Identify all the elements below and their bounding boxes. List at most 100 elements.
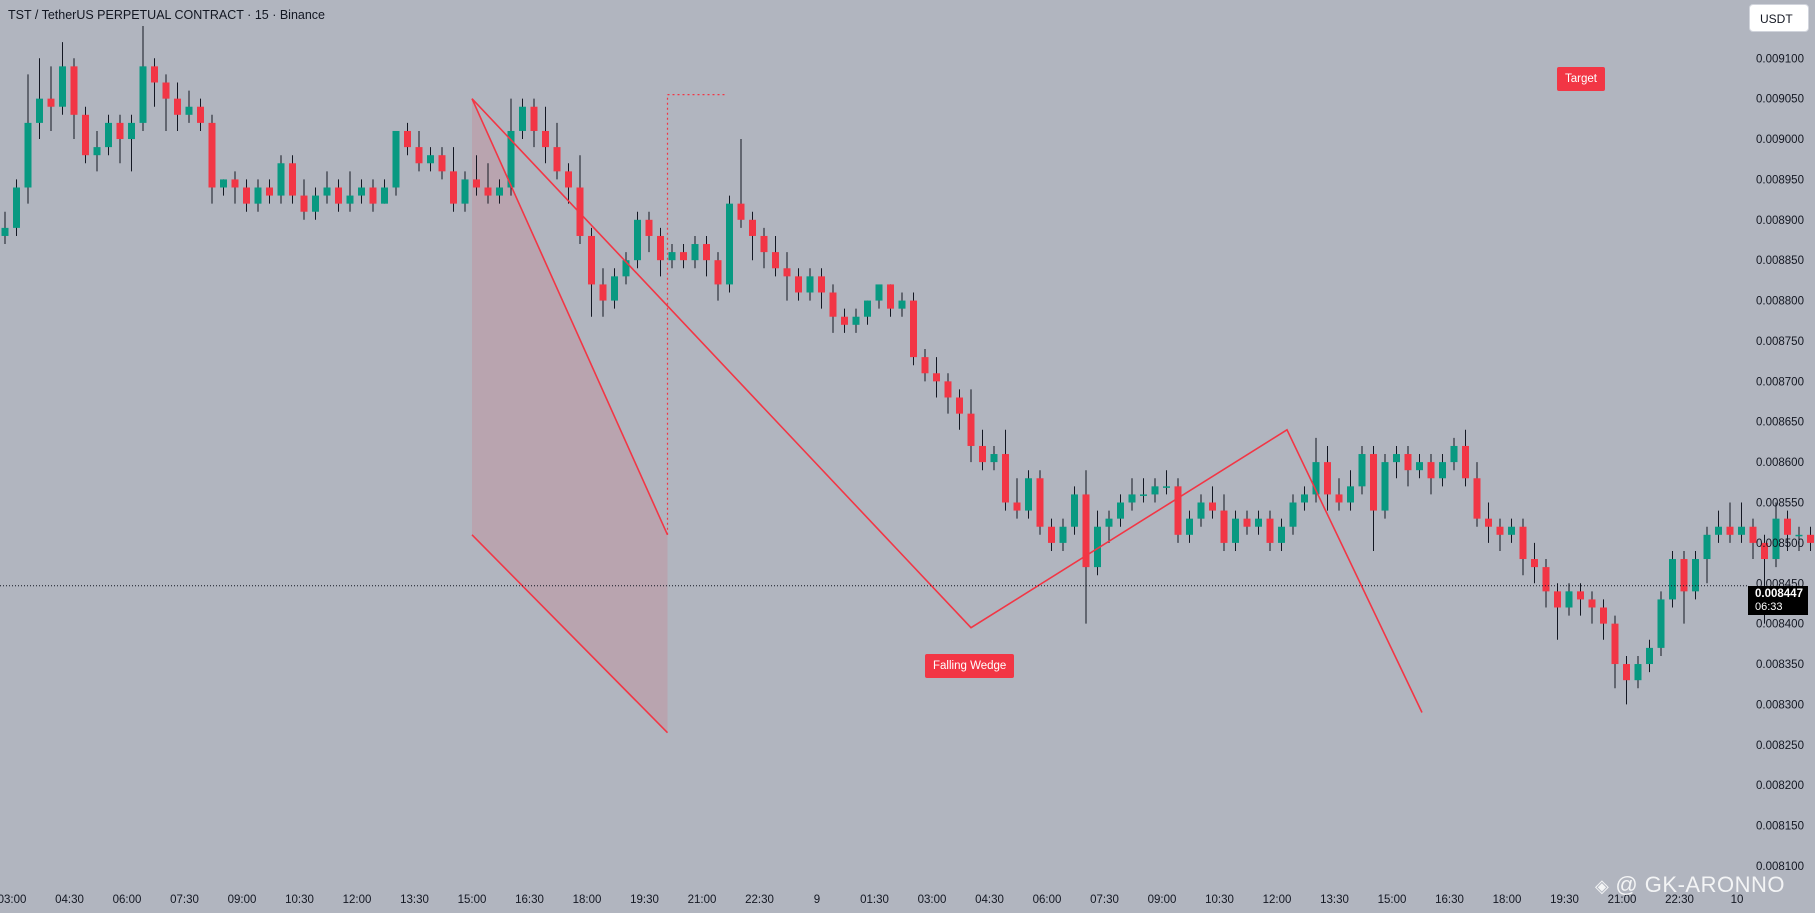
- candle-up: [1715, 510, 1722, 543]
- candle-down: [599, 268, 607, 317]
- watermark-text: @ GK-ARONNO: [1615, 872, 1785, 897]
- candle-body: [1703, 534, 1711, 560]
- candle-body: [1692, 559, 1699, 592]
- price-tick-label: 0.009050: [1756, 94, 1804, 106]
- candle-down: [1600, 599, 1607, 640]
- time-tick-label: 18:00: [1493, 894, 1522, 906]
- candle-down: [116, 114, 124, 164]
- price-tick-label: 0.008850: [1756, 255, 1804, 267]
- candle-body: [1082, 494, 1090, 568]
- candle-down: [1784, 510, 1791, 551]
- candle-up: [519, 98, 526, 140]
- candle-body: [979, 445, 986, 463]
- time-tick-label: 18:00: [573, 894, 602, 906]
- candle-down: [1726, 502, 1734, 543]
- time-tick-label: 04:30: [55, 894, 84, 906]
- candle-up: [507, 98, 515, 196]
- candle-body: [1174, 486, 1182, 535]
- candle-body: [1289, 502, 1297, 527]
- candle-body: [404, 130, 411, 148]
- candle-body: [1784, 518, 1791, 535]
- candle-body: [967, 413, 975, 446]
- candle-up: [1508, 518, 1515, 543]
- price-tick-label: 0.008500: [1756, 538, 1804, 550]
- currency-button[interactable]: USDT: [1749, 4, 1809, 32]
- price-tick-label: 0.008350: [1756, 659, 1804, 671]
- candle-body: [208, 122, 216, 188]
- candle-down: [967, 389, 975, 463]
- falling-wedge-label[interactable]: Falling Wedge: [925, 654, 1015, 678]
- candle-down: [1531, 542, 1538, 584]
- time-tick-label: 19:30: [630, 894, 659, 906]
- candle-down: [933, 357, 940, 398]
- candle-body: [990, 454, 998, 463]
- candle-body: [1634, 664, 1642, 681]
- wedge-lower-trendline: [471, 534, 669, 734]
- candle-up: [1703, 526, 1711, 584]
- candle-body: [174, 98, 181, 115]
- candle-up: [634, 211, 641, 269]
- price-tick-label: 0.008100: [1756, 861, 1804, 873]
- candle-body: [116, 122, 124, 140]
- candle-down: [151, 58, 158, 107]
- candle-body: [266, 187, 273, 196]
- last-price-value: 0.008447: [1755, 588, 1803, 600]
- candle-body: [1623, 664, 1630, 681]
- candle-down: [841, 308, 848, 333]
- target-label[interactable]: Target: [1557, 67, 1605, 91]
- candle-body: [1105, 518, 1113, 527]
- candle-body: [1048, 526, 1055, 543]
- candle-body: [1657, 599, 1665, 648]
- candle-body: [300, 195, 308, 212]
- candle-body: [1393, 454, 1400, 463]
- candle-down: [1266, 510, 1274, 551]
- wedge-zigzag: [471, 98, 1423, 713]
- candle-body: [289, 163, 296, 196]
- candle-up: [1393, 445, 1400, 479]
- candle-body: [1715, 526, 1722, 535]
- candle-down: [82, 106, 89, 164]
- candle-up: [1151, 478, 1159, 503]
- candle-body: [1795, 534, 1803, 537]
- candle-body: [1508, 526, 1515, 535]
- candle-up: [622, 252, 630, 285]
- candle-body: [599, 284, 607, 301]
- candle-up: [1795, 526, 1803, 551]
- candle-body: [1278, 526, 1285, 543]
- candle-body: [1577, 591, 1584, 600]
- candle-body: [576, 187, 584, 236]
- candle-down: [657, 227, 664, 277]
- candle-up: [381, 179, 388, 204]
- candle-down: [1243, 510, 1251, 535]
- candle-body: [622, 260, 630, 277]
- candle-body: [611, 276, 618, 301]
- candle-down: [588, 227, 595, 317]
- wedge-area: [472, 98, 668, 733]
- candle-up: [105, 114, 112, 156]
- candle-body: [450, 171, 457, 204]
- candle-down: [1404, 445, 1412, 487]
- candle-up: [24, 74, 32, 204]
- candle-up: [726, 195, 733, 293]
- candle-down: [1542, 559, 1550, 608]
- price-tick-label: 0.008150: [1756, 821, 1804, 833]
- time-tick-label: 16:30: [515, 894, 544, 906]
- candle-up: [875, 284, 883, 309]
- time-tick-label: 9: [814, 894, 820, 906]
- candle-body: [13, 187, 20, 228]
- candle-body: [1600, 607, 1607, 624]
- candle-body: [243, 187, 250, 204]
- candle-body: [1370, 454, 1377, 511]
- candle-up: [1197, 494, 1205, 527]
- candle-up: [1232, 510, 1239, 551]
- candle-up: [1105, 510, 1113, 543]
- symbol-title: TST / TetherUS PERPETUAL CONTRACT · 15 ·…: [8, 8, 325, 22]
- candle-up: [1140, 478, 1147, 503]
- price-tick-label: 0.008800: [1756, 296, 1804, 308]
- candle-body: [1255, 518, 1262, 527]
- candle-body: [1496, 526, 1504, 535]
- candle-body: [1243, 518, 1251, 527]
- candle-down: [910, 292, 917, 366]
- candle-body: [772, 252, 779, 269]
